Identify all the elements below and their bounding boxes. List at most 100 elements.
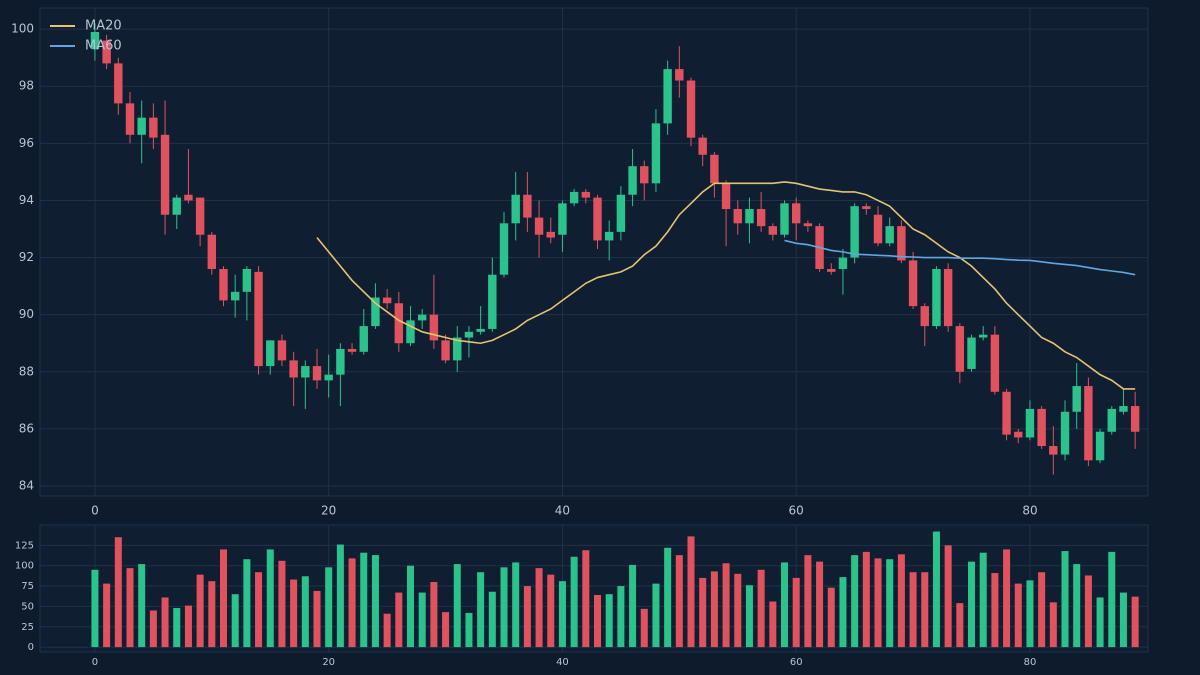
volume-bar	[956, 603, 964, 648]
volume-bar	[640, 608, 648, 648]
volume-bar	[383, 613, 391, 648]
volume-bar	[442, 612, 450, 648]
candle-body	[640, 166, 649, 184]
volume-x-tick-label: 40	[556, 657, 569, 668]
candle-body	[897, 226, 906, 261]
volume-bar	[430, 581, 438, 648]
volume-bar	[360, 552, 368, 648]
y-tick-label: 100	[11, 22, 34, 36]
volume-bar	[208, 581, 216, 648]
volume-bar	[184, 605, 192, 648]
volume-bar	[278, 560, 286, 648]
volume-bar	[1038, 572, 1046, 648]
candle-body	[908, 260, 918, 307]
volume-bar	[886, 559, 894, 648]
volume-bar	[851, 555, 859, 648]
candle-body	[1049, 446, 1058, 455]
volume-y-tick-label: 75	[21, 581, 34, 592]
volume-bar	[1049, 602, 1057, 648]
candle-body	[137, 117, 146, 135]
candle-body	[604, 231, 614, 241]
volume-bar	[921, 572, 929, 648]
candle-body	[336, 348, 345, 375]
x-tick-label: 0	[91, 504, 99, 518]
candle-body	[1095, 431, 1105, 461]
volume-bar	[91, 569, 99, 648]
candle-body	[803, 223, 813, 227]
volume-bar	[1026, 580, 1034, 648]
x-tick-label: 40	[555, 504, 570, 518]
y-tick-label: 88	[19, 364, 34, 378]
volume-bar	[1003, 549, 1011, 648]
candle-body	[1014, 431, 1023, 438]
candle-body	[511, 194, 520, 224]
volume-bar	[605, 594, 613, 648]
volume-y-tick-label: 25	[21, 622, 34, 633]
volume-y-tick-label: 100	[15, 561, 34, 572]
volume-x-tick-label: 20	[322, 657, 335, 668]
volume-bar	[301, 576, 309, 648]
volume-x-tick-label: 60	[790, 657, 803, 668]
candle-body	[417, 314, 427, 321]
candle-body	[546, 231, 555, 238]
volume-bar	[255, 572, 263, 648]
candle-body	[593, 197, 602, 241]
volume-bar	[769, 601, 777, 648]
candle-body	[523, 194, 532, 218]
candle-body	[686, 80, 696, 138]
volume-bar	[149, 610, 157, 648]
volume-bar	[1014, 583, 1022, 648]
candle-body	[125, 103, 135, 135]
candle-body	[791, 203, 801, 224]
candle-body	[1060, 411, 1070, 455]
candle-body	[967, 337, 976, 369]
volume-bar	[932, 531, 940, 648]
candle-body	[195, 197, 205, 235]
volume-bar	[523, 586, 531, 648]
candle-body	[406, 320, 415, 344]
volume-bar	[465, 612, 473, 648]
volume-bar	[722, 563, 730, 648]
volume-bar	[664, 547, 672, 648]
volume-bar	[243, 559, 251, 648]
candle-body	[1107, 408, 1116, 432]
volume-bar	[745, 585, 753, 648]
volume-bar	[138, 564, 146, 648]
candle-body	[160, 134, 170, 215]
candle-body	[955, 326, 965, 372]
volume-bar	[488, 591, 496, 648]
candle-body	[277, 340, 287, 361]
volume-bar	[453, 564, 461, 648]
volume-x-tick-label: 0	[92, 657, 98, 668]
candle-body	[1025, 408, 1035, 438]
volume-bar	[1131, 596, 1139, 648]
x-tick-label: 80	[1022, 504, 1037, 518]
candle-body	[499, 223, 509, 275]
volume-bar	[219, 549, 228, 648]
y-tick-label: 90	[19, 307, 34, 321]
volume-bar	[1084, 575, 1092, 648]
candle-body	[733, 209, 742, 224]
volume-bar	[594, 595, 602, 648]
volume-bar	[512, 562, 520, 648]
volume-bar	[477, 572, 485, 648]
candle-body	[932, 268, 941, 327]
x-tick-label: 20	[321, 504, 336, 518]
candle-body	[721, 183, 731, 210]
candle-body	[756, 209, 766, 227]
volume-bar	[617, 586, 625, 648]
candle-body	[254, 271, 263, 367]
candle-body	[382, 297, 392, 304]
candle-body	[114, 63, 123, 104]
candle-body	[453, 337, 462, 361]
volume-bar	[395, 592, 403, 648]
volume-bar	[313, 590, 321, 648]
candle-body	[663, 69, 672, 124]
volume-bar	[699, 577, 707, 648]
candle-body	[324, 374, 333, 381]
volume-bar	[862, 551, 870, 648]
volume-bar	[839, 577, 847, 648]
volume-bar	[348, 558, 356, 648]
volume-bar	[710, 571, 718, 648]
